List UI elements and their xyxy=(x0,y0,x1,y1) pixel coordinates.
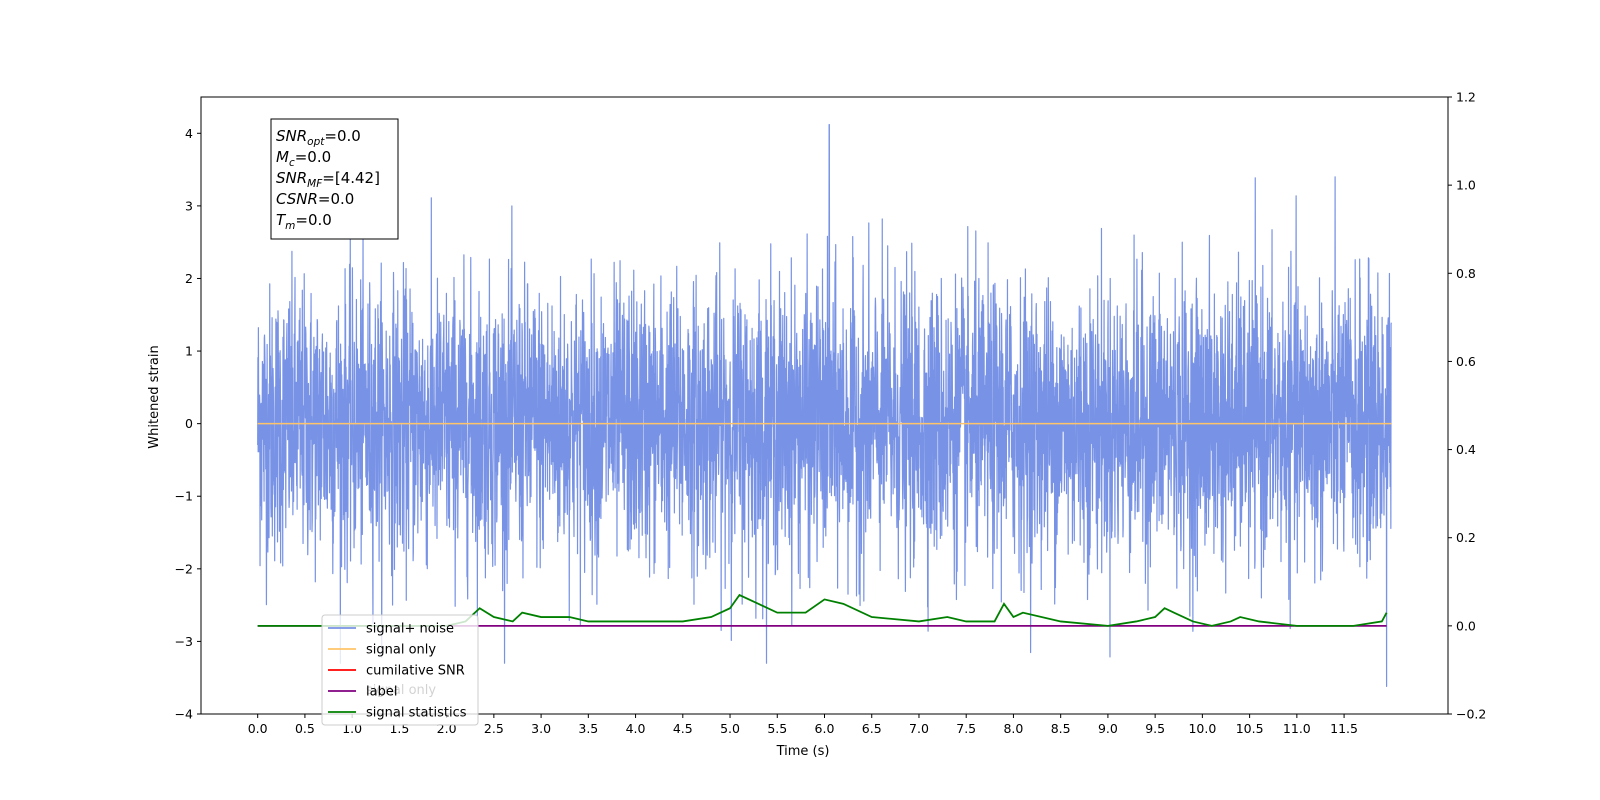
x-tick-label: 2.5 xyxy=(484,721,504,736)
series-line-signal-noise xyxy=(257,123,1392,688)
x-tick-label: 8.5 xyxy=(1051,721,1071,736)
x-tick-label: 9.0 xyxy=(1098,721,1118,736)
y-tick-label: −4 xyxy=(175,707,193,722)
y-tick-label: 0 xyxy=(185,416,193,431)
legend: signal+ noise signal only cumilative SNR la… xyxy=(321,614,479,726)
y2-tick-label: 0.2 xyxy=(1456,530,1476,545)
info-line: Tm=0.0 xyxy=(276,211,332,232)
x-tick-label: 11.5 xyxy=(1330,721,1358,736)
y-axis-label: Whitened strain xyxy=(147,345,162,448)
legend-entry-label: signal+ noise xyxy=(366,622,454,637)
y-tick-label: 4 xyxy=(185,126,193,141)
x-tick-label: 9.5 xyxy=(1145,721,1165,736)
y2-tick-label: 0.6 xyxy=(1456,354,1476,369)
legend-overlap-text: signal only xyxy=(366,683,436,698)
plot-area xyxy=(257,123,1392,688)
x-tick-label: 4.0 xyxy=(626,721,646,736)
y-tick-label: 2 xyxy=(185,271,193,286)
x-tick-label: 10.0 xyxy=(1188,721,1216,736)
x-tick-label: 0.0 xyxy=(248,721,268,736)
x-tick-label: 5.5 xyxy=(767,721,787,736)
legend-entry-label: cumilative SNR xyxy=(366,664,465,679)
y2-tick-label: 0.0 xyxy=(1456,618,1476,633)
legend-items: signal+ noise signal only cumilative SNR la… xyxy=(328,622,467,721)
y-tick-label: 1 xyxy=(185,344,193,359)
x-tick-label: 11.0 xyxy=(1283,721,1311,736)
x-tick-label: 10.5 xyxy=(1236,721,1264,736)
info-line: SNRopt=0.0 xyxy=(276,127,361,148)
y-tick-label: −2 xyxy=(175,561,193,576)
x-tick-label: 6.0 xyxy=(815,721,835,736)
info-line: SNRMF=[4.42] xyxy=(276,169,380,190)
x-tick-label: 7.5 xyxy=(956,721,976,736)
series-line-signal-statistics xyxy=(257,593,1388,627)
y-tick-label: −1 xyxy=(175,489,193,504)
legend-entry-label: signal statistics xyxy=(366,706,467,721)
x-tick-label: 4.5 xyxy=(673,721,693,736)
info-line: Mc=0.0 xyxy=(276,148,331,169)
x-axis-label: Time (s) xyxy=(776,744,830,759)
x-tick-label: 6.5 xyxy=(862,721,882,736)
x-tick-label: 0.5 xyxy=(295,721,315,736)
y2-tick-label: 1.2 xyxy=(1456,90,1476,105)
info-line: CSNR=0.0 xyxy=(276,190,354,208)
y2-tick-label: 0.4 xyxy=(1456,442,1476,457)
legend-entry-label: label xyxy=(366,685,397,700)
x-tick-label: 3.5 xyxy=(578,721,598,736)
legend-entry-label: signal only xyxy=(366,643,436,658)
x-tick-label: 8.0 xyxy=(1003,721,1023,736)
x-tick-label: 3.0 xyxy=(531,721,551,736)
x-tick-label: 5.0 xyxy=(720,721,740,736)
y-tick-label: 3 xyxy=(185,198,193,213)
x-tick-label: 7.0 xyxy=(909,721,929,736)
y2-tick-label: −0.2 xyxy=(1456,707,1486,722)
y2-tick-label: 0.8 xyxy=(1456,266,1476,281)
y2-tick-label: 1.0 xyxy=(1456,178,1476,193)
y-tick-label: −3 xyxy=(175,634,193,649)
